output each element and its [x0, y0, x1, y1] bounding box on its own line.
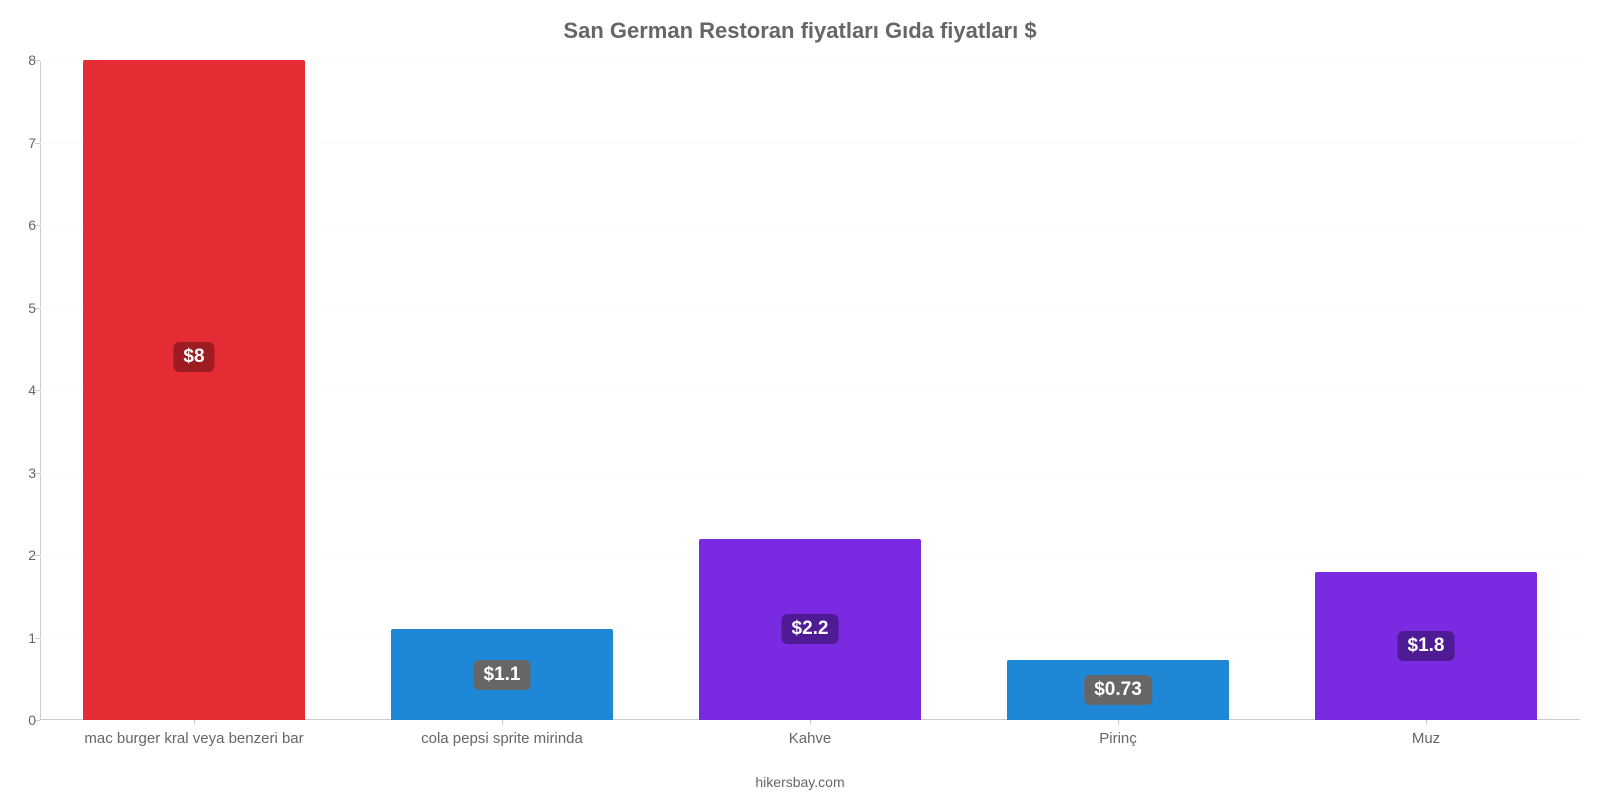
- xtick-mark: [1426, 720, 1427, 725]
- xtick-label: Muz: [1412, 730, 1440, 747]
- chart-title: San German Restoran fiyatları Gıda fiyat…: [0, 18, 1600, 44]
- xtick-label: mac burger kral veya benzeri bar: [84, 730, 303, 747]
- ytick-label: 1: [12, 630, 36, 646]
- bar-value-badge: $8: [173, 342, 214, 372]
- xtick-label: Kahve: [789, 730, 832, 747]
- bar-value-badge: $1.1: [474, 660, 531, 690]
- ytick-label: 0: [12, 712, 36, 728]
- xtick-mark: [194, 720, 195, 725]
- ytick-label: 8: [12, 52, 36, 68]
- xtick-mark: [810, 720, 811, 725]
- xtick-mark: [502, 720, 503, 725]
- ytick-label: 6: [12, 217, 36, 233]
- bar-value-badge: $2.2: [782, 614, 839, 644]
- xtick-label: cola pepsi sprite mirinda: [421, 730, 583, 747]
- ytick-label: 7: [12, 135, 36, 151]
- bar-value-badge: $0.73: [1084, 675, 1152, 705]
- ytick-label: 4: [12, 382, 36, 398]
- bar: [83, 60, 305, 720]
- plot-area: 012345678$8mac burger kral veya benzeri …: [40, 60, 1580, 720]
- xtick-label: Pirinç: [1099, 730, 1137, 747]
- ytick-label: 3: [12, 465, 36, 481]
- ytick-label: 2: [12, 547, 36, 563]
- bar-value-badge: $1.8: [1398, 631, 1455, 661]
- xtick-mark: [1118, 720, 1119, 725]
- price-bar-chart: San German Restoran fiyatları Gıda fiyat…: [0, 0, 1600, 800]
- chart-credit: hikersbay.com: [0, 774, 1600, 790]
- ytick-label: 5: [12, 300, 36, 316]
